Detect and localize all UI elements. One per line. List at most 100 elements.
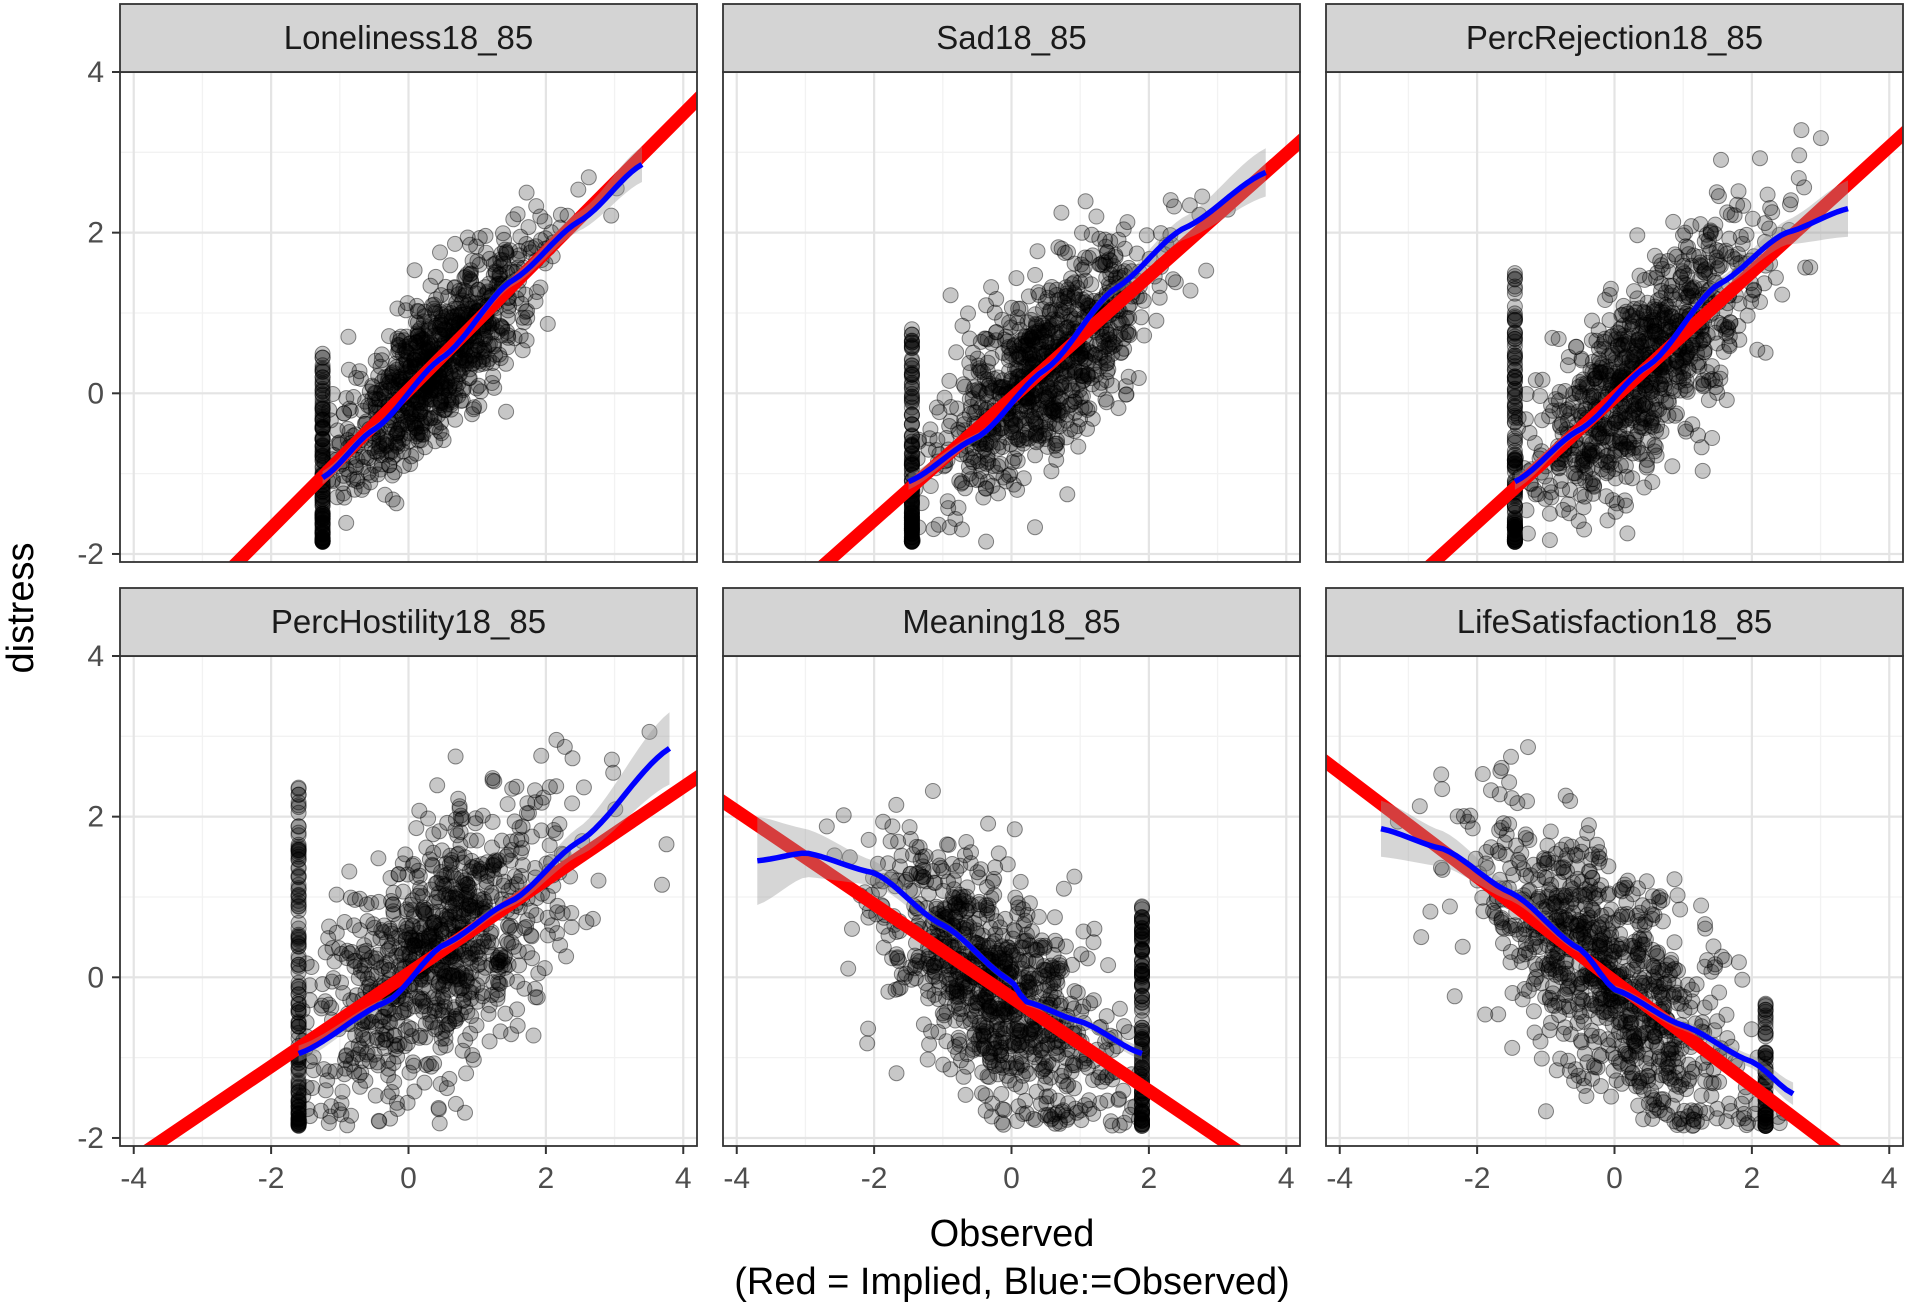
data-point xyxy=(373,440,390,457)
data-point xyxy=(418,389,435,406)
data-point xyxy=(455,281,472,298)
data-point xyxy=(1003,372,1020,389)
data-point xyxy=(978,533,995,550)
data-point xyxy=(461,270,478,287)
data-point xyxy=(388,359,405,375)
data-point xyxy=(1657,394,1674,410)
data-point xyxy=(446,377,463,394)
data-point xyxy=(961,391,978,408)
data-point xyxy=(290,1013,307,1030)
data-point xyxy=(314,399,331,416)
data-point xyxy=(1002,466,1019,483)
data-point xyxy=(1047,302,1063,319)
data-point xyxy=(427,317,444,334)
data-point xyxy=(456,269,473,286)
data-point xyxy=(379,446,396,463)
data-point xyxy=(434,379,451,396)
data-point xyxy=(449,307,466,324)
y-tick-label: 4 xyxy=(87,640,104,673)
data-point xyxy=(390,339,407,356)
data-point xyxy=(323,1098,340,1115)
data-point xyxy=(443,305,460,321)
data-point xyxy=(314,520,331,537)
data-point xyxy=(1602,280,1619,297)
data-point xyxy=(1112,325,1129,342)
data-point xyxy=(392,427,409,444)
data-point xyxy=(379,373,396,390)
data-point xyxy=(409,988,426,1005)
data-point xyxy=(402,359,419,375)
data-point xyxy=(1619,525,1636,542)
data-point xyxy=(1074,291,1091,308)
data-point xyxy=(1638,305,1655,322)
data-point xyxy=(1110,231,1127,248)
data-point xyxy=(416,308,433,325)
data-point xyxy=(1062,421,1079,438)
data-point xyxy=(1791,147,1808,164)
data-point xyxy=(471,397,488,414)
data-point xyxy=(441,378,458,395)
data-point xyxy=(314,418,331,435)
data-point xyxy=(384,372,401,389)
data-point xyxy=(422,410,439,427)
data-point xyxy=(413,432,430,449)
data-point xyxy=(405,351,422,368)
data-point xyxy=(399,400,416,417)
data-point xyxy=(420,342,437,359)
data-point xyxy=(835,807,852,824)
data-point xyxy=(495,225,511,242)
data-point xyxy=(433,425,450,442)
data-point xyxy=(314,431,331,448)
data-point xyxy=(498,403,515,420)
data-point xyxy=(417,383,434,400)
data-point xyxy=(1027,306,1044,323)
data-point xyxy=(1104,334,1121,351)
data-point xyxy=(435,388,452,405)
data-point xyxy=(1051,402,1067,419)
data-point xyxy=(1042,319,1059,336)
data-point xyxy=(492,258,509,275)
data-point xyxy=(996,379,1013,396)
data-point xyxy=(370,443,387,460)
data-point xyxy=(384,467,401,484)
facet-strip: Sad18_85 xyxy=(722,3,1301,73)
data-point xyxy=(1099,355,1116,372)
data-point xyxy=(440,381,457,398)
data-point xyxy=(1021,421,1038,438)
data-point xyxy=(1670,373,1687,390)
data-point xyxy=(389,438,406,455)
y-tick-label: 0 xyxy=(87,377,104,410)
data-point xyxy=(975,443,992,460)
data-point xyxy=(314,533,331,550)
data-point xyxy=(1119,214,1136,231)
data-point xyxy=(994,311,1011,328)
data-point xyxy=(401,433,418,450)
data-point xyxy=(314,529,331,546)
data-point xyxy=(500,302,517,319)
data-point xyxy=(1581,444,1598,461)
data-point xyxy=(1101,331,1118,348)
data-point xyxy=(903,438,920,455)
data-point xyxy=(570,181,587,198)
data-point xyxy=(366,457,383,474)
data-point xyxy=(1027,447,1044,464)
data-point xyxy=(389,330,406,347)
data-point xyxy=(314,532,331,549)
data-point xyxy=(972,861,989,878)
data-point xyxy=(450,286,467,303)
data-point xyxy=(433,378,450,395)
data-point xyxy=(532,279,549,296)
data-point xyxy=(1532,388,1549,404)
data-point xyxy=(1049,406,1066,422)
data-point xyxy=(475,355,491,372)
data-point xyxy=(399,416,416,433)
data-point xyxy=(1009,368,1026,385)
data-point xyxy=(328,886,345,903)
data-point xyxy=(467,351,484,368)
data-point xyxy=(484,770,501,787)
data-point xyxy=(314,533,331,549)
data-point xyxy=(314,349,331,366)
data-point xyxy=(314,431,331,448)
data-point xyxy=(314,533,331,549)
